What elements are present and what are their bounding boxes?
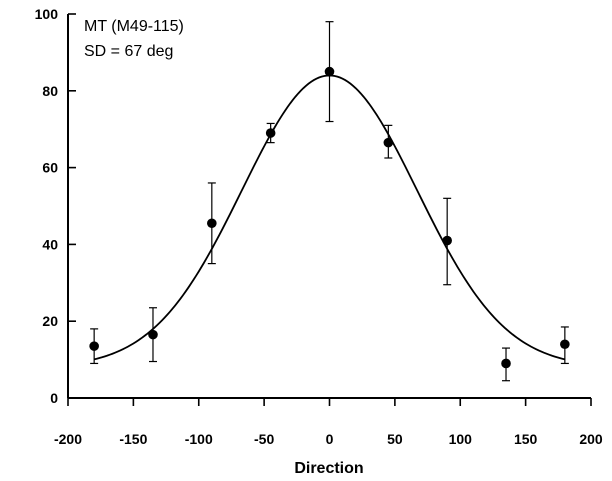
data-points <box>89 66 570 369</box>
x-axis-title: Direction <box>294 460 363 477</box>
x-ticks: -200 -150 -100 -50 0 50 100 150 200 <box>54 398 603 447</box>
x-tick-label: 100 <box>449 431 473 447</box>
data-point <box>442 235 452 246</box>
data-point <box>89 341 99 351</box>
data-point <box>148 329 158 340</box>
x-tick-label: 200 <box>579 431 603 447</box>
y-tick-label: 60 <box>42 160 58 176</box>
data-point <box>501 358 511 369</box>
x-tick-label: -150 <box>119 431 147 447</box>
y-tick-label: 80 <box>42 83 58 99</box>
data-point <box>560 339 570 350</box>
x-tick-label: 0 <box>326 431 334 447</box>
x-tick-label: -50 <box>254 431 274 447</box>
y-tick-label: 40 <box>42 236 58 252</box>
data-point <box>324 66 335 77</box>
data-point <box>383 137 394 148</box>
y-ticks: 0 20 40 60 80 100 <box>35 6 76 406</box>
y-tick-label: 0 <box>50 390 58 406</box>
data-point <box>265 128 276 138</box>
annotation-cell-id: MT (M49-115) <box>84 18 184 35</box>
y-tick-label: 100 <box>35 6 59 22</box>
x-tick-label: 50 <box>387 431 403 447</box>
data-point <box>207 218 217 229</box>
y-tick-label: 20 <box>42 313 58 329</box>
annotation-sd: SD = 67 deg <box>84 43 173 60</box>
x-tick-label: 150 <box>514 431 538 447</box>
x-tick-label: -100 <box>185 431 213 447</box>
x-tick-label: -200 <box>54 431 82 447</box>
